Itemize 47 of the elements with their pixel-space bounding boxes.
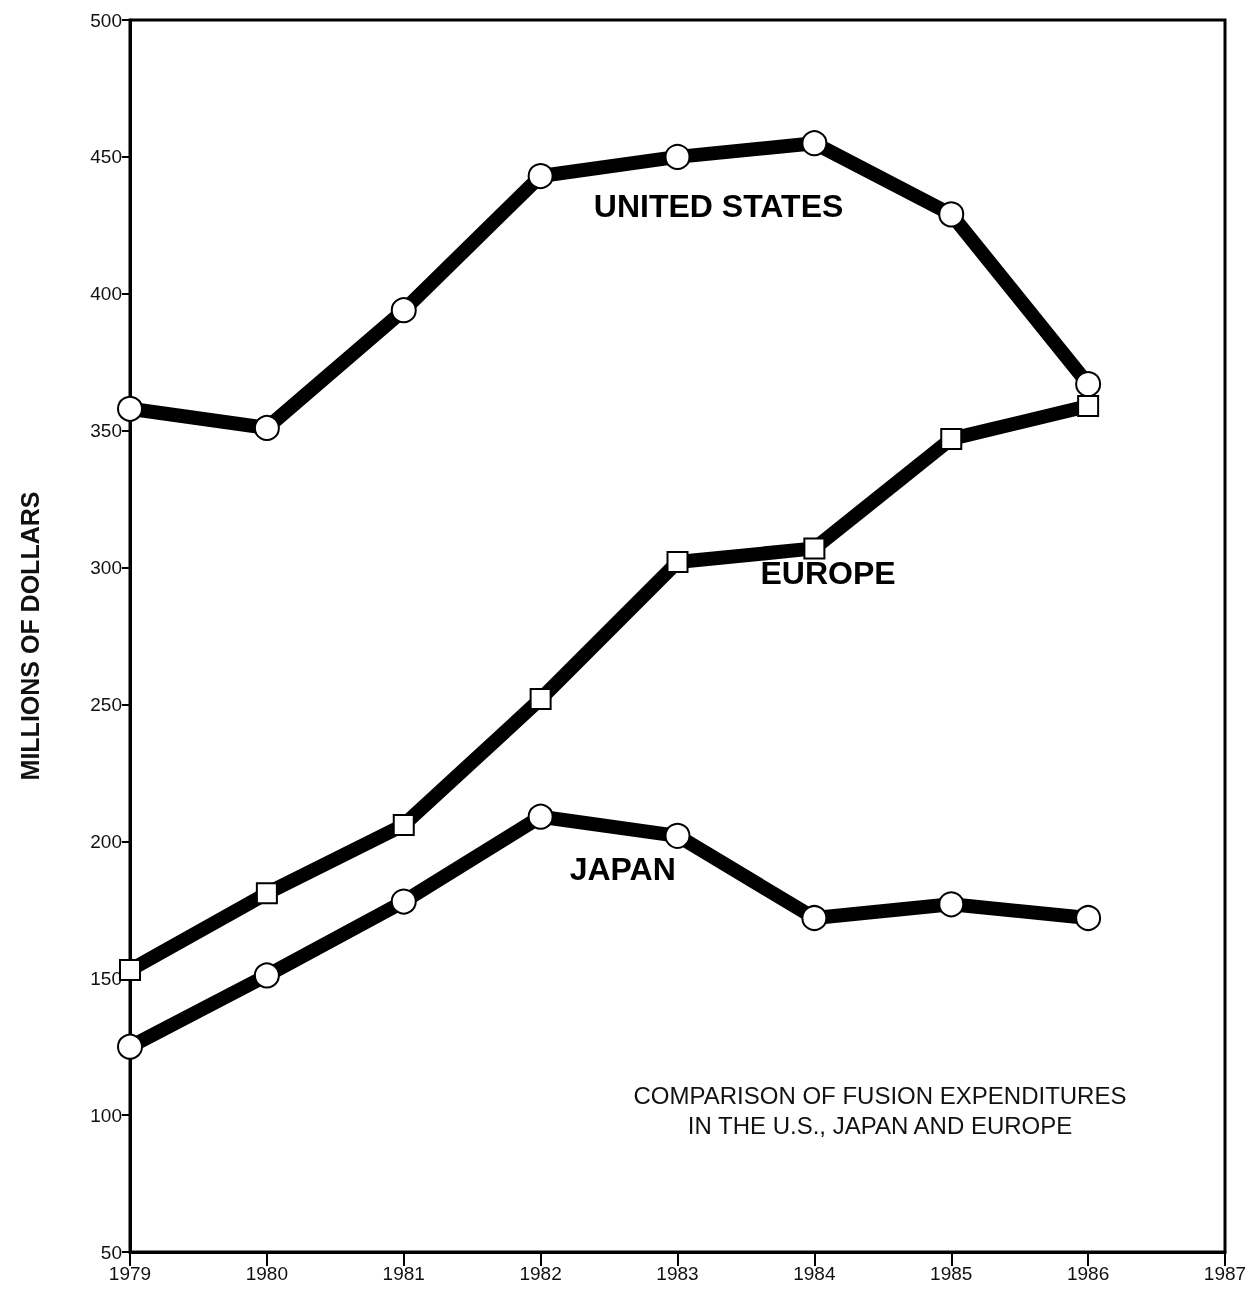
x-tick-label: 1986 — [1066, 1263, 1110, 1284]
point — [1077, 395, 1100, 418]
x-tick-label: 1981 — [382, 1263, 425, 1284]
x-tick-label: 1983 — [656, 1263, 699, 1284]
y-tick-label: 50 — [100, 1241, 122, 1263]
point — [940, 427, 963, 450]
y-tick-label: 400 — [90, 283, 122, 305]
x-tick-label: 1979 — [108, 1263, 152, 1284]
x-tick-label: 1982 — [519, 1263, 562, 1284]
x-tick-label: 1980 — [245, 1263, 289, 1284]
x-tick-label: 1987 — [1203, 1263, 1247, 1284]
point — [527, 163, 554, 190]
point — [119, 959, 141, 982]
point — [1075, 905, 1102, 931]
point — [253, 414, 280, 441]
y-tick-label: 500 — [90, 9, 122, 31]
point — [803, 537, 826, 560]
point — [529, 687, 552, 710]
point — [117, 395, 143, 422]
point — [938, 201, 965, 228]
point — [938, 891, 965, 918]
point — [253, 962, 280, 989]
y-tick-label: 350 — [90, 420, 122, 442]
point — [1075, 371, 1102, 398]
annotation: COMPARISON OF FUSION EXPENDITURES IN THE U.S., JAPAN AND EUROPE — [633, 1081, 1127, 1139]
point — [801, 130, 828, 157]
y-tick-label: 450 — [90, 146, 122, 168]
point — [664, 143, 691, 170]
point — [255, 882, 278, 905]
point — [392, 813, 415, 836]
series-label: UNITED STATES — [593, 188, 844, 225]
y-tick-label: 250 — [90, 693, 122, 715]
point — [666, 551, 689, 574]
series-label: JAPAN — [569, 850, 676, 887]
y-axis-title: MILLIONS OF DOLLARS — [15, 491, 44, 781]
point — [664, 822, 691, 849]
point — [390, 888, 417, 915]
point — [117, 1033, 143, 1060]
point — [390, 297, 417, 324]
point — [527, 803, 554, 830]
y-tick-label: 100 — [90, 1104, 122, 1126]
point — [801, 905, 828, 931]
x-tick-label: 1984 — [793, 1263, 836, 1284]
y-tick-label: 200 — [90, 830, 122, 852]
y-tick-label: 300 — [90, 557, 122, 579]
x-tick-label: 1985 — [930, 1263, 973, 1284]
series-label: EUROPE — [760, 555, 896, 592]
